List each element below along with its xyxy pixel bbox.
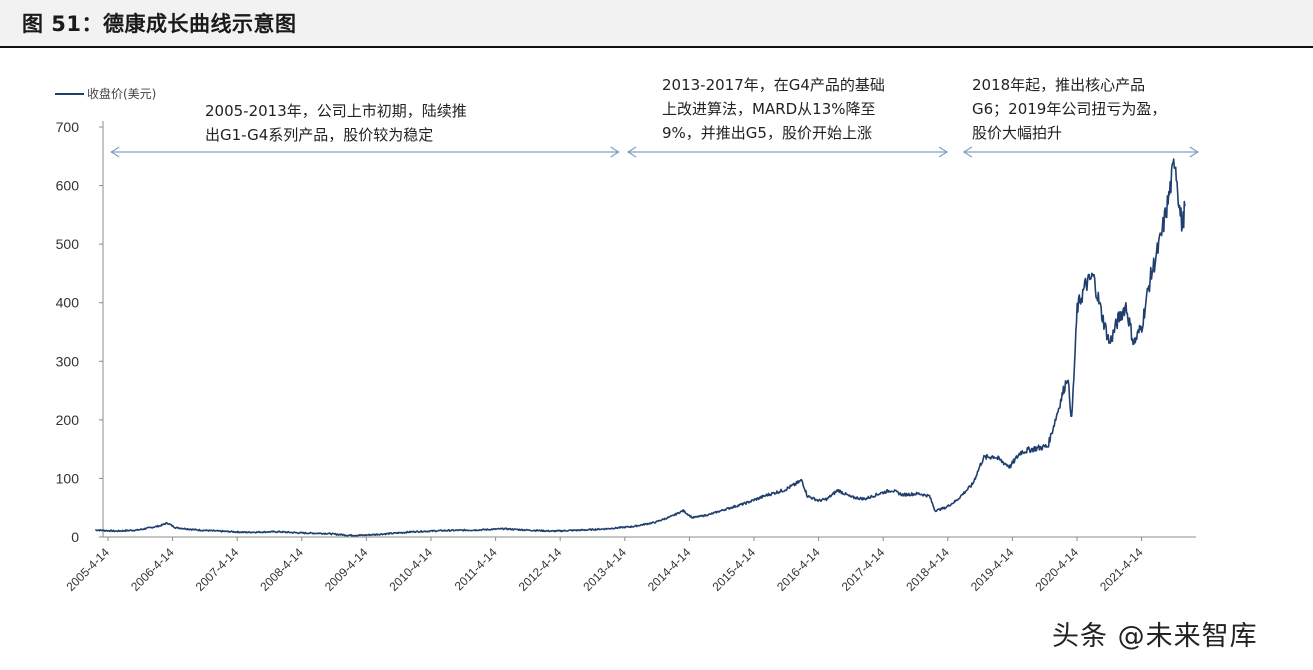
annotation-arrow-left-head (626, 146, 637, 158)
chart-axes: 0 100 200 300 400 500 600 700 2005-4-14 2006-4-14… (56, 119, 1196, 594)
annotation-arrow-left-head (962, 146, 973, 158)
annotation-arrow-left-head (110, 146, 120, 158)
price-line-chart: 0 100 200 300 400 500 600 700 2005-4-14 2006-4-14… (55, 76, 1199, 594)
x-tick-label: 2010-4-14 (387, 545, 436, 594)
y-tick-label: 500 (56, 236, 80, 252)
legend-label: 收盘价(美元) (87, 86, 156, 101)
annotation-text: 2018年起，推出核心产品 (972, 76, 1145, 94)
x-tick-label: 2007-4-14 (193, 545, 242, 594)
figure-title: 图 51：德康成长曲线示意图 (22, 12, 297, 36)
annotation-arrow-right-head (610, 146, 620, 158)
x-tick-label: 2005-4-14 (64, 545, 113, 594)
x-tick-label: 2021-4-14 (1097, 545, 1146, 594)
y-tick-label: 300 (56, 353, 80, 369)
annotation-arrow-right-head (1189, 146, 1199, 158)
x-tick-label: 2013-4-14 (580, 545, 629, 594)
x-tick-label: 2012-4-14 (516, 545, 565, 594)
annotation-text: 2013-2017年，在G4产品的基础 (662, 76, 885, 94)
y-tick-label: 700 (56, 119, 80, 135)
x-tick-label: 2008-4-14 (257, 545, 306, 594)
annotation-text: 2005-2013年，公司上市初期，陆续推 (205, 102, 467, 120)
x-tick-label: 2018-4-14 (903, 545, 952, 594)
x-tick-label: 2016-4-14 (774, 545, 823, 594)
x-tick-label: 2006-4-14 (128, 545, 177, 594)
annotation-text: 股价大幅拍升 (972, 124, 1062, 142)
x-tick-label: 2020-4-14 (1033, 545, 1082, 594)
figure-header: 图 51：德康成长曲线示意图 (0, 0, 1313, 48)
annotation-text: 出G1-G4系列产品，股价较为稳定 (205, 126, 433, 144)
y-tick-label: 0 (71, 529, 79, 545)
chart-legend: 收盘价(美元) (55, 86, 156, 101)
x-tick-label: 2017-4-14 (839, 545, 888, 594)
annotation-arrow-right-head (938, 146, 949, 158)
x-tick-label: 2014-4-14 (645, 545, 694, 594)
y-tick-label: 600 (56, 178, 80, 194)
watermark: 头条 @未来智库 (1052, 621, 1258, 652)
annotation-text: 9%，并推出G5，股价开始上涨 (662, 124, 872, 142)
x-tick-label: 2015-4-14 (710, 545, 759, 594)
y-tick-label: 200 (56, 412, 80, 428)
annotation-text: 上改进算法，MARD从13%降至 (662, 100, 876, 118)
y-tick-label: 100 (56, 470, 80, 486)
price-series-line (95, 158, 1186, 537)
x-tick-label: 2019-4-14 (968, 545, 1017, 594)
annotation-text: G6；2019年公司扭亏为盈， (972, 100, 1166, 118)
chart-series (95, 158, 1186, 537)
y-tick-label: 400 (56, 295, 80, 311)
x-tick-label: 2009-4-14 (322, 545, 371, 594)
x-tick-label: 2011-4-14 (452, 545, 500, 593)
